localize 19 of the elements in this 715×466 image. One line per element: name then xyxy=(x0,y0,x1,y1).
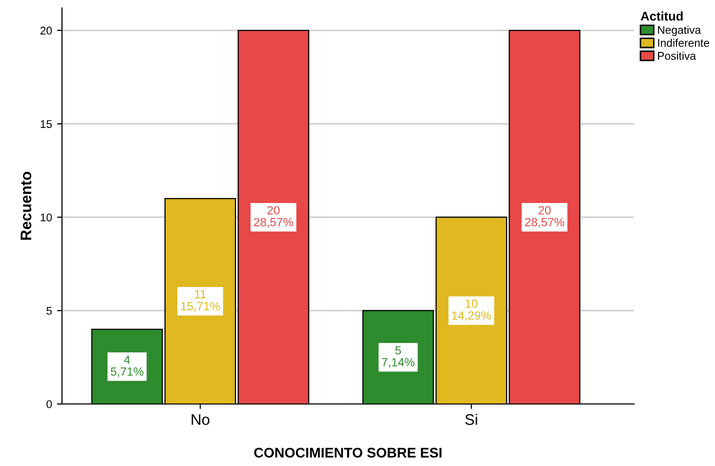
y-axis-title: Recuento xyxy=(20,172,32,240)
legend-label: Negativa xyxy=(658,26,701,36)
data-label: 10 14,29% xyxy=(452,299,491,322)
data-label: 20 28,57% xyxy=(525,206,564,228)
data-label: 11 15,71% xyxy=(181,290,220,312)
x-axis-title: CONOCIMIENTO SOBRE ESI xyxy=(254,448,442,458)
y-tick-label: 15 xyxy=(40,120,52,128)
data-label: 5 7,14% xyxy=(382,346,414,368)
y-tick-label: 5 xyxy=(46,306,52,315)
y-tick-label: 20 xyxy=(40,26,52,35)
x-tick-label: Si xyxy=(465,414,478,425)
data-label: 20 28,57% xyxy=(254,206,294,228)
y-tick-label: 0 xyxy=(46,400,52,408)
legend-title: Actitud xyxy=(640,11,683,21)
legend-label: Positiva xyxy=(658,52,696,60)
x-tick-label: No xyxy=(192,414,210,425)
data-label: 4 5,71% xyxy=(110,356,144,378)
y-tick-label: 10 xyxy=(40,213,52,222)
legend-label: Indiferente xyxy=(658,38,710,47)
